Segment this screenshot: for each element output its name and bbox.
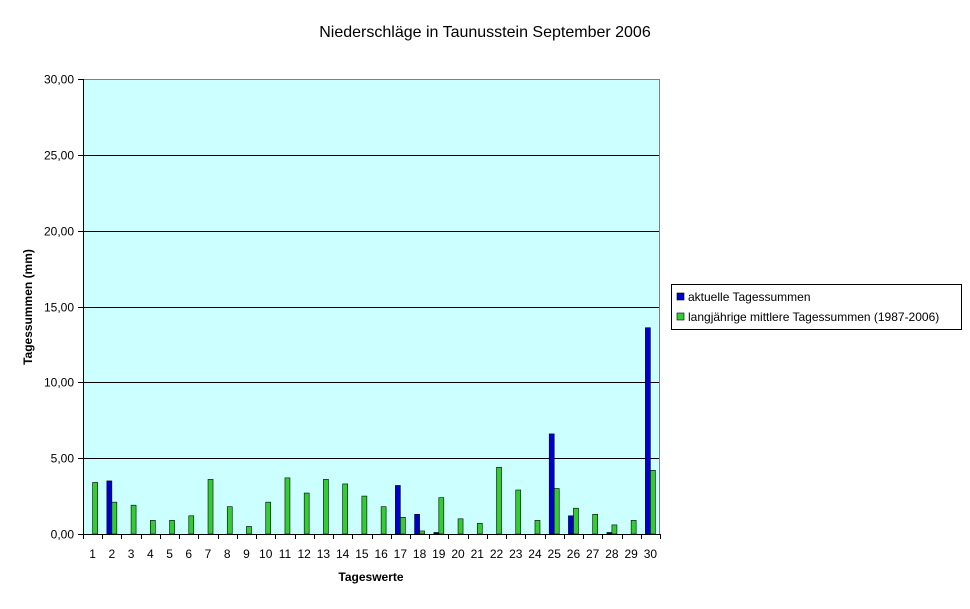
x-tick-label: 3 [128,547,135,561]
legend-label: aktuelle Tagessummen [688,290,811,304]
bar-mittel-day-19 [438,497,445,535]
legend-swatch [676,312,685,321]
x-tick-label: 27 [586,547,600,561]
x-tick-label: 17 [394,547,408,561]
bar-mittel-day-27 [592,513,598,535]
x-tick-label: 16 [374,547,388,561]
bar-mittel-day-13 [323,479,329,535]
x-tick-label: 20 [451,547,465,561]
bar-aktuell-day-28 [606,532,613,535]
x-tick-label: 6 [185,547,192,561]
chart-title: Niederschläge in Taunusstein September 2… [319,24,651,41]
bar-mittel-day-15 [361,495,368,535]
x-tick-label: 22 [490,547,504,561]
x-tick-label: 10 [259,547,273,561]
bar-mittel-day-10 [265,501,272,535]
bar-mittel-day-20 [457,518,464,535]
legend-label: langjährige mittlere Tagessummen (1987-2… [688,310,939,324]
bar-aktuell-day-30 [645,327,651,535]
bar-aktuell-day-19 [433,532,440,535]
bar-mittel-day-1 [92,482,98,535]
x-tick-label: 7 [205,547,212,561]
x-tick-label: 30 [644,547,658,561]
y-tick-label: 20,00 [44,225,74,239]
bar-mittel-day-16 [380,506,387,535]
bar-mittel-day-25 [553,488,560,535]
y-tick-label: 0,00 [51,528,75,542]
y-tick-label: 30,00 [44,73,74,87]
y-axis-title: Tagessummen (mm) [21,249,35,365]
bar-mittel-day-7 [207,479,214,535]
bar-mittel-day-8 [226,506,233,535]
x-tick-label: 29 [624,547,638,561]
x-tick-label: 21 [471,547,485,561]
legend: aktuelle Tagessummen langjährige mittlere… [671,284,962,330]
x-tick-label: 26 [567,547,581,561]
bar-mittel-day-2 [111,501,118,535]
bar-aktuell-day-25 [548,433,555,535]
x-tick-label: 8 [224,547,231,561]
bar-mittel-day-3 [130,504,137,535]
bar-mittel-day-29 [630,520,637,535]
x-tick-label: 11 [279,547,292,561]
x-tick-label: 15 [355,547,369,561]
bar-mittel-day-23 [515,489,522,535]
x-tick-label: 2 [109,547,116,561]
legend-box [671,284,962,330]
x-tick-label: 19 [432,547,446,561]
x-tick-label: 9 [243,547,250,561]
x-axis-title: Tageswerte [338,570,403,584]
legend-swatch [676,292,685,301]
x-tick-label: 23 [509,547,523,561]
plot-background [83,79,660,534]
x-tick-label: 24 [528,547,542,561]
y-tick-label: 15,00 [44,301,74,315]
bar-mittel-day-18 [419,530,425,535]
bar-mittel-day-12 [303,492,310,535]
bar-mittel-day-28 [611,524,618,535]
bar-mittel-day-11 [284,477,291,535]
y-tick-label: 10,00 [44,376,74,390]
bar-mittel-day-24 [534,520,541,535]
bar-mittel-day-9 [246,526,252,535]
bar-aktuell-day-26 [568,515,574,535]
bar-mittel-day-6 [188,515,195,535]
x-tick-label: 1 [89,547,96,561]
x-tick-label: 4 [147,547,154,561]
x-tick-label: 18 [413,547,427,561]
y-tick-label: 25,00 [44,149,74,163]
bar-aktuell-day-2 [106,480,113,535]
bar-mittel-day-26 [573,507,579,535]
x-tick-label: 13 [317,547,331,561]
x-tick-label: 5 [166,547,173,561]
x-tick-label: 25 [548,547,562,561]
bar-mittel-day-30 [650,469,656,535]
x-tick-label: 14 [336,547,350,561]
bar-mittel-day-17 [400,517,406,535]
bar-mittel-day-5 [169,520,175,535]
bar-aktuell-day-18 [414,513,420,535]
x-tick-label: 28 [605,547,619,561]
bar-mittel-day-14 [342,483,348,535]
y-tick-label: 5,00 [51,452,75,466]
bar-mittel-day-4 [150,520,156,535]
bar-aktuell-day-17 [395,485,401,535]
bar-mittel-day-22 [496,466,502,535]
x-tick-label: 12 [298,547,312,561]
bar-mittel-day-21 [476,523,483,535]
